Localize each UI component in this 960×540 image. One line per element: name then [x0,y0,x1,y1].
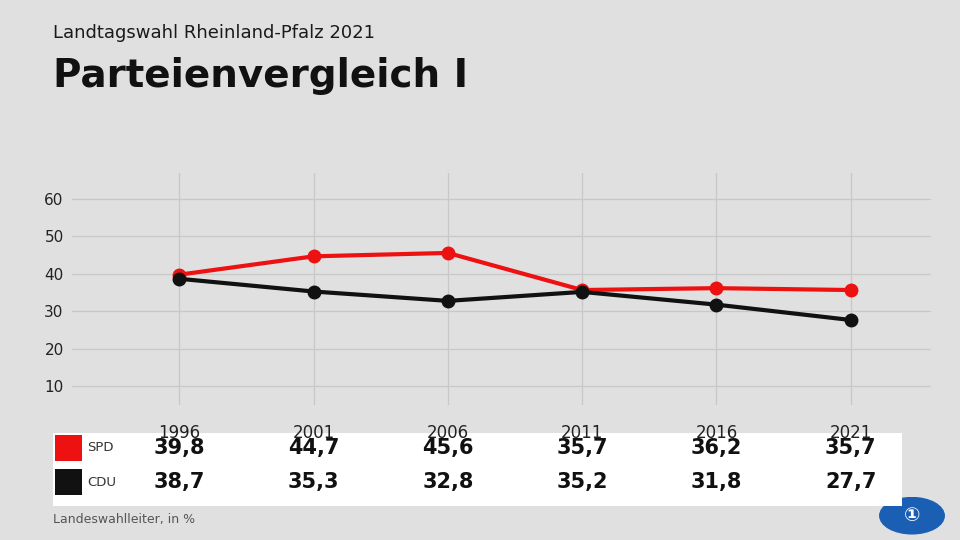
Text: Parteienvergleich I: Parteienvergleich I [53,57,468,94]
Text: Landeswahlleiter, in %: Landeswahlleiter, in % [53,514,195,526]
Circle shape [879,497,945,534]
Text: 27,7: 27,7 [825,472,876,492]
Text: 35,2: 35,2 [557,472,608,492]
Text: 32,8: 32,8 [422,472,473,492]
Text: 2011: 2011 [561,424,603,442]
Text: 1996: 1996 [158,424,201,442]
Text: 35,7: 35,7 [557,438,608,458]
Text: SPD: SPD [87,441,114,454]
Text: 45,6: 45,6 [422,438,473,458]
Text: ①: ① [903,506,921,525]
Text: 44,7: 44,7 [288,438,339,458]
Text: 2001: 2001 [293,424,335,442]
Text: Landtagswahl Rheinland-Pfalz 2021: Landtagswahl Rheinland-Pfalz 2021 [53,24,374,42]
Text: 38,7: 38,7 [154,472,205,492]
Text: CDU: CDU [87,476,116,489]
Text: 35,3: 35,3 [288,472,340,492]
Text: 39,8: 39,8 [154,438,205,458]
Text: 2006: 2006 [427,424,469,442]
Text: 31,8: 31,8 [690,472,742,492]
Text: 2021: 2021 [829,424,872,442]
Text: 36,2: 36,2 [690,438,742,458]
Text: 2016: 2016 [695,424,737,442]
Text: 35,7: 35,7 [825,438,876,458]
